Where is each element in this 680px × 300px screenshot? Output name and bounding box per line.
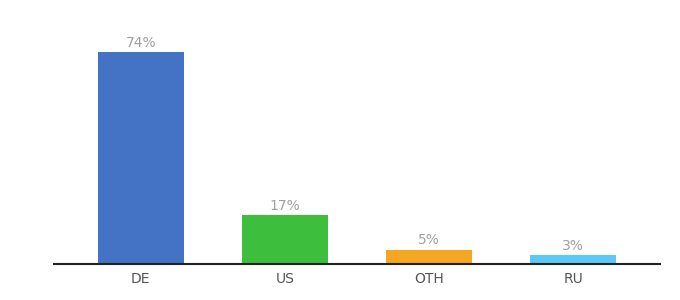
Bar xyxy=(530,255,616,264)
Bar xyxy=(386,250,473,264)
Text: 3%: 3% xyxy=(562,239,584,253)
Text: 17%: 17% xyxy=(269,199,301,213)
Text: 5%: 5% xyxy=(418,233,440,248)
Bar xyxy=(98,52,184,264)
Text: 74%: 74% xyxy=(126,36,156,50)
Bar xyxy=(241,215,328,264)
